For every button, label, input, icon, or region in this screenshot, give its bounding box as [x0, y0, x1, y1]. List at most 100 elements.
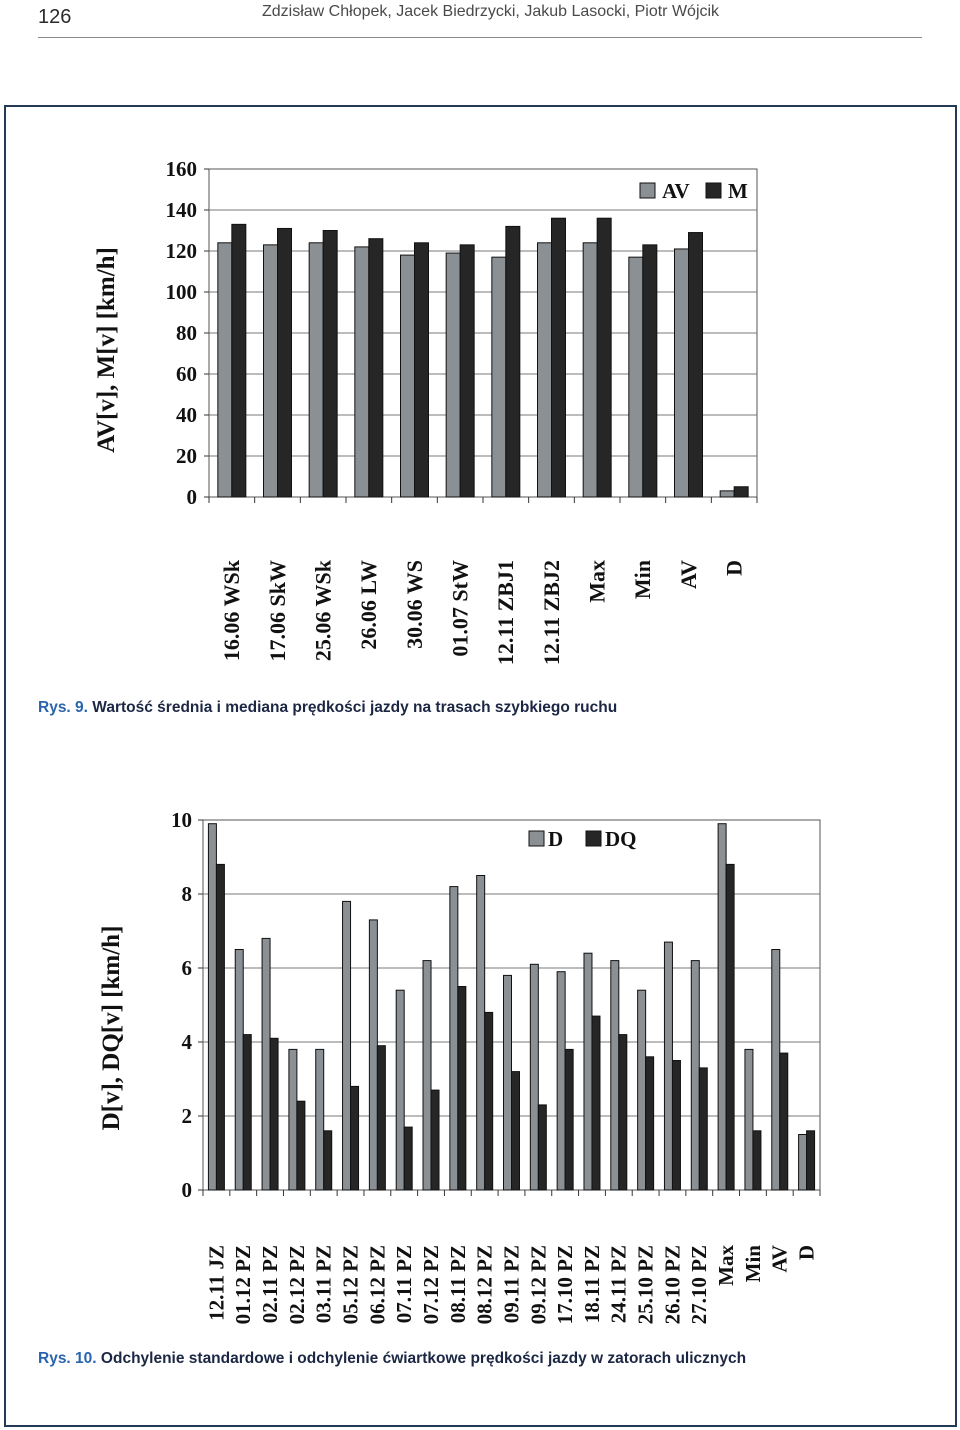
- bar-dq-4: [296, 1100, 306, 1191]
- x-tick-label: 03.11 PZ: [312, 1245, 336, 1323]
- bar-dq-19: [698, 1067, 708, 1191]
- bar-m-10: [642, 244, 658, 498]
- bar-av-2: [263, 244, 278, 498]
- bar-dq-23: [806, 1130, 816, 1191]
- bar-m-4: [368, 238, 384, 498]
- page-number: 126: [38, 6, 72, 28]
- bar-d-1: [207, 823, 217, 1191]
- bar-d-18: [663, 941, 673, 1191]
- legend-label-dq: DQ: [605, 827, 637, 851]
- bar-av-4: [354, 246, 370, 498]
- legend-swatch-av: [639, 182, 656, 199]
- y-tick-label: 120: [166, 239, 198, 263]
- y-tick-label: 60: [176, 362, 197, 386]
- bar-dq-7: [376, 1045, 386, 1191]
- x-tick-label: 09.11 PZ: [499, 1245, 523, 1323]
- bar-dq-13: [537, 1104, 547, 1191]
- header-rule: [38, 37, 922, 38]
- bar-d-16: [610, 960, 620, 1191]
- x-tick-label: 16.06 WSk: [219, 559, 244, 661]
- y-tick-label: 8: [182, 882, 193, 906]
- x-tick-label: AV: [676, 560, 701, 589]
- bar-dq-1: [215, 863, 225, 1191]
- bar-d-10: [449, 886, 459, 1191]
- y-tick-label: 6: [182, 956, 193, 980]
- bar-av-10: [628, 256, 644, 498]
- bar-dq-5: [323, 1130, 333, 1191]
- x-tick-label: 09.12 PZ: [526, 1245, 550, 1324]
- bar-dq-17: [645, 1056, 655, 1191]
- bar-d-19: [690, 960, 700, 1191]
- bar-m-1: [231, 223, 247, 498]
- bar-dq-20: [725, 863, 735, 1191]
- bar-m-8: [551, 217, 566, 498]
- x-tick-label: 24.11 PZ: [607, 1245, 631, 1323]
- y-tick-label: 100: [166, 280, 198, 304]
- x-tick-label: 12.11 ZBJ2: [539, 560, 564, 665]
- figure-10-label: Rys. 10.: [38, 1350, 97, 1367]
- bar-dq-8: [403, 1126, 413, 1191]
- x-tick-label: AV: [768, 1245, 792, 1273]
- y-tick-label: 4: [182, 1030, 193, 1054]
- bar-m-11: [688, 232, 703, 498]
- y-tick-label: 80: [176, 321, 197, 345]
- bar-dq-11: [484, 1011, 494, 1191]
- bar-dq-6: [350, 1085, 360, 1191]
- y-tick-label: 20: [176, 444, 197, 468]
- bar-dq-10: [457, 986, 467, 1191]
- bar-m-7: [505, 225, 521, 498]
- x-tick-label: 12.11 JZ: [204, 1245, 228, 1321]
- bar-d-13: [529, 963, 539, 1191]
- x-tick-label: 06.12 PZ: [365, 1245, 389, 1324]
- y-tick-label: 2: [182, 1104, 193, 1128]
- bar-av-9: [582, 242, 598, 498]
- bar-m-5: [414, 242, 429, 498]
- bar-d-22: [771, 949, 781, 1191]
- bar-dq-2: [242, 1034, 252, 1191]
- legend-label-m: M: [728, 179, 748, 203]
- bar-av-5: [400, 254, 415, 498]
- bar-dq-22: [779, 1052, 789, 1191]
- running-header-authors: Zdzisław Chłopek, Jacek Biedrzycki, Jaku…: [262, 3, 720, 20]
- bar-dq-14: [564, 1048, 574, 1191]
- figure-10-caption-text: Odchylenie standardowe i odchylenie ćwia…: [100, 1350, 747, 1367]
- x-tick-label: Max: [714, 1245, 738, 1286]
- bar-m-2: [277, 227, 292, 498]
- x-tick-label: 07.12 PZ: [419, 1245, 443, 1324]
- bar-av-6: [445, 252, 461, 498]
- bar-m-12: [733, 486, 749, 498]
- bar-av-12: [719, 490, 735, 498]
- bar-av-11: [674, 248, 689, 498]
- x-tick-label: 27.10 PZ: [687, 1245, 711, 1324]
- x-tick-label: 01.12 PZ: [231, 1245, 255, 1324]
- bar-dq-3: [269, 1037, 279, 1191]
- x-tick-label: 12.11 ZBJ1: [493, 560, 518, 665]
- x-tick-label: 01.07 StW: [447, 560, 472, 657]
- bar-dq-21: [752, 1130, 762, 1191]
- bar-d-15: [583, 952, 593, 1191]
- x-tick-label: D: [721, 560, 746, 576]
- bar-d-17: [637, 989, 647, 1191]
- bar-d-9: [422, 960, 432, 1191]
- y-tick-label: 140: [166, 198, 198, 222]
- bar-av-8: [537, 242, 552, 498]
- y-axis-label: AV[v], M[v] [km/h]: [93, 247, 120, 453]
- x-tick-label: 26.06 LW: [356, 560, 381, 650]
- bar-m-3: [322, 230, 338, 498]
- figure-10-caption: Rys. 10. Odchylenie standardowe i odchyl…: [38, 1350, 746, 1369]
- x-tick-label: Min: [630, 560, 655, 599]
- y-tick-label: 160: [166, 157, 198, 181]
- figure-frame: [4, 105, 957, 1427]
- bar-d-21: [744, 1048, 754, 1191]
- y-tick-label: 10: [171, 808, 192, 832]
- x-tick-label: Min: [741, 1245, 765, 1283]
- x-tick-label: 25.10 PZ: [634, 1245, 658, 1324]
- bar-av-7: [491, 256, 507, 498]
- y-axis-label: D[v], DQ[v] [km/h]: [98, 926, 125, 1131]
- x-tick-label: 17.10 PZ: [553, 1245, 577, 1324]
- bar-dq-18: [671, 1060, 681, 1191]
- x-tick-label: 17.06 SkW: [265, 560, 290, 661]
- y-tick-label: 0: [187, 485, 198, 509]
- y-tick-label: 0: [182, 1178, 193, 1202]
